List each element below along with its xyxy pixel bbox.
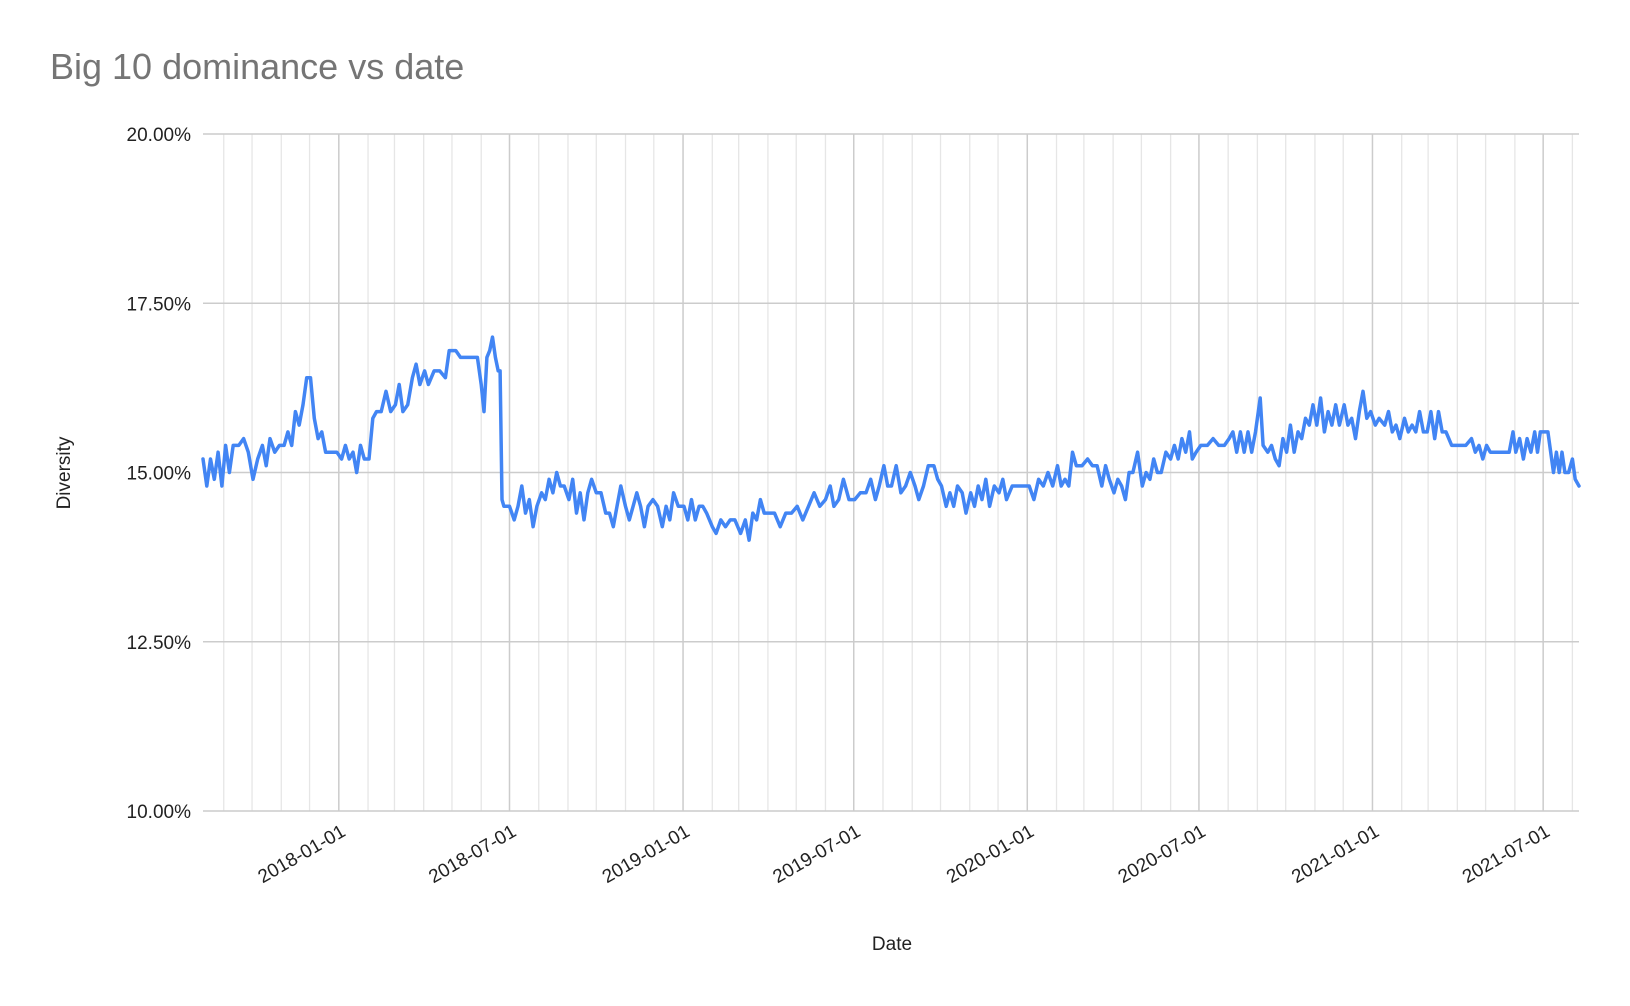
x-tick-label: 2018-07-01: [425, 821, 520, 888]
diversity-series-line: [201, 335, 1581, 542]
x-tick-label: 2019-07-01: [770, 821, 865, 888]
x-tick-label: 2019-01-01: [599, 821, 694, 888]
chart-title: Big 10 dominance vs date: [50, 46, 465, 87]
x-tick-label: 2021-01-01: [1288, 821, 1383, 888]
y-tick-label: 20.00%: [127, 125, 192, 146]
x-tick-label: 2020-01-01: [943, 821, 1038, 888]
y-tick-label: 17.50%: [127, 294, 192, 315]
y-axis-label: Diversity: [54, 436, 75, 509]
x-axis-ticks: 2018-01-01 2018-07-01 2019-01-01 2019-07-01…: [255, 821, 1554, 888]
x-tick-label: 2020-07-01: [1115, 821, 1210, 888]
x-axis-label: Date: [872, 934, 912, 955]
y-gridlines: [203, 133, 1579, 812]
x-tick-label: 2018-01-01: [255, 821, 350, 888]
x-tick-label: 2021-07-01: [1459, 821, 1554, 888]
y-axis-ticks: 10.00% 12.50% 15.00% 17.50% 20.00%: [127, 125, 192, 823]
y-tick-label: 10.00%: [127, 802, 192, 823]
y-tick-label: 15.00%: [127, 464, 192, 485]
y-tick-label: 12.50%: [127, 633, 192, 654]
